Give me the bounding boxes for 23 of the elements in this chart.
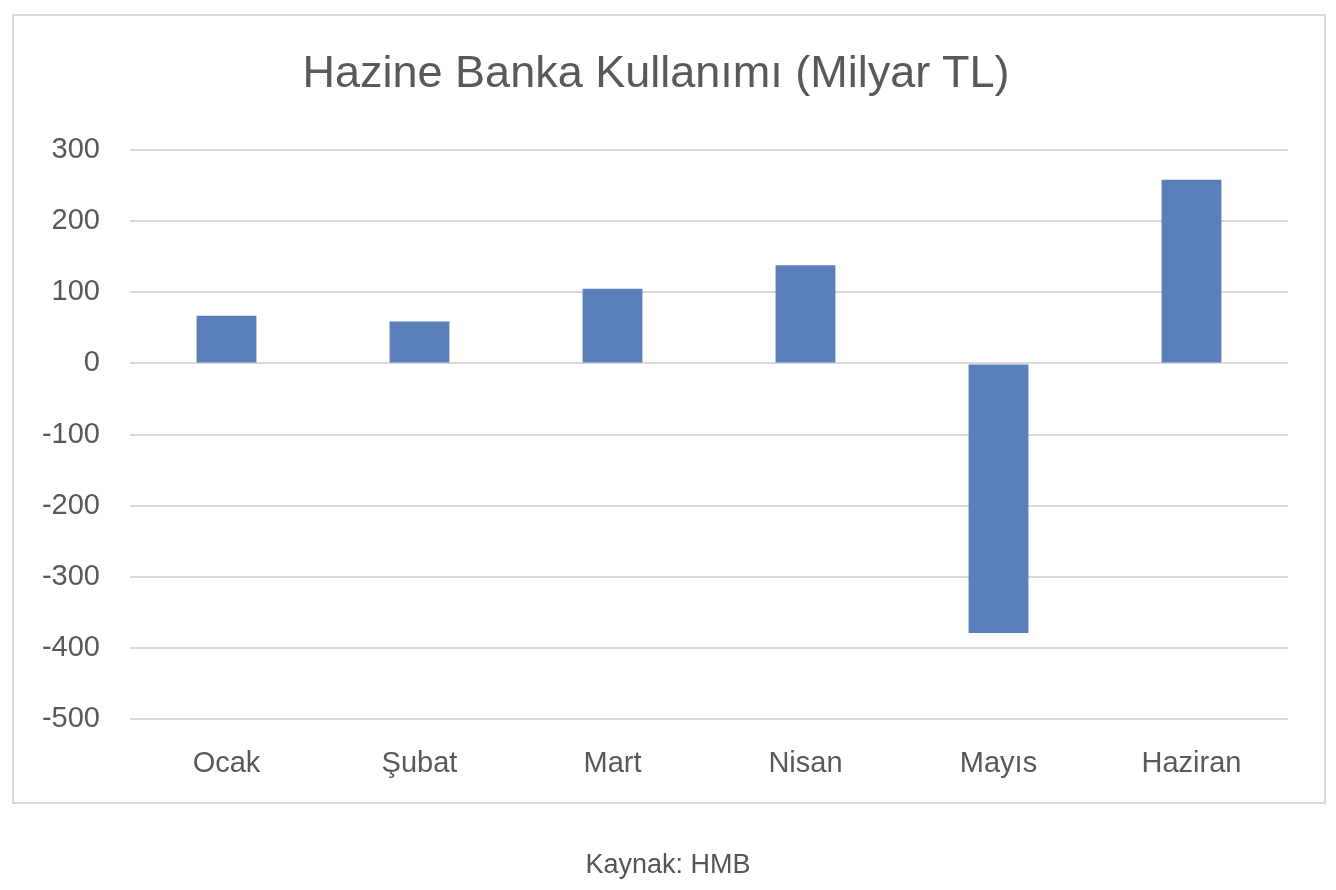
bar (196, 315, 257, 363)
bar (389, 321, 450, 363)
bar (1161, 179, 1222, 363)
bar (968, 364, 1029, 633)
text: Kaynak: HMB (584, 849, 752, 880)
x-tick-label: Haziran (1141, 746, 1242, 779)
bar (582, 288, 643, 363)
bar (775, 265, 836, 363)
y-tick-label: 0 (83, 345, 100, 378)
y-tick-label: -100 (41, 416, 100, 449)
y-tick-label: 100 (51, 274, 100, 307)
y-tick-label: -500 (41, 701, 100, 733)
y-tick-label: -400 (41, 629, 100, 662)
y-tick-label: 200 (51, 203, 100, 236)
x-tick-label: Nisan (768, 746, 843, 779)
y-tick-label: -300 (41, 558, 100, 591)
y-tick-label: 300 (51, 132, 100, 164)
x-tick-label: Şubat (381, 746, 458, 779)
y-tick-label: -200 (41, 487, 100, 520)
x-tick-label: Ocak (192, 746, 261, 779)
chart-title: Hazine Banka Kullanımı (Milyar TL) (302, 46, 1010, 98)
x-tick-label: Mart (583, 746, 642, 779)
x-tick-label: Mayıs (959, 746, 1038, 779)
